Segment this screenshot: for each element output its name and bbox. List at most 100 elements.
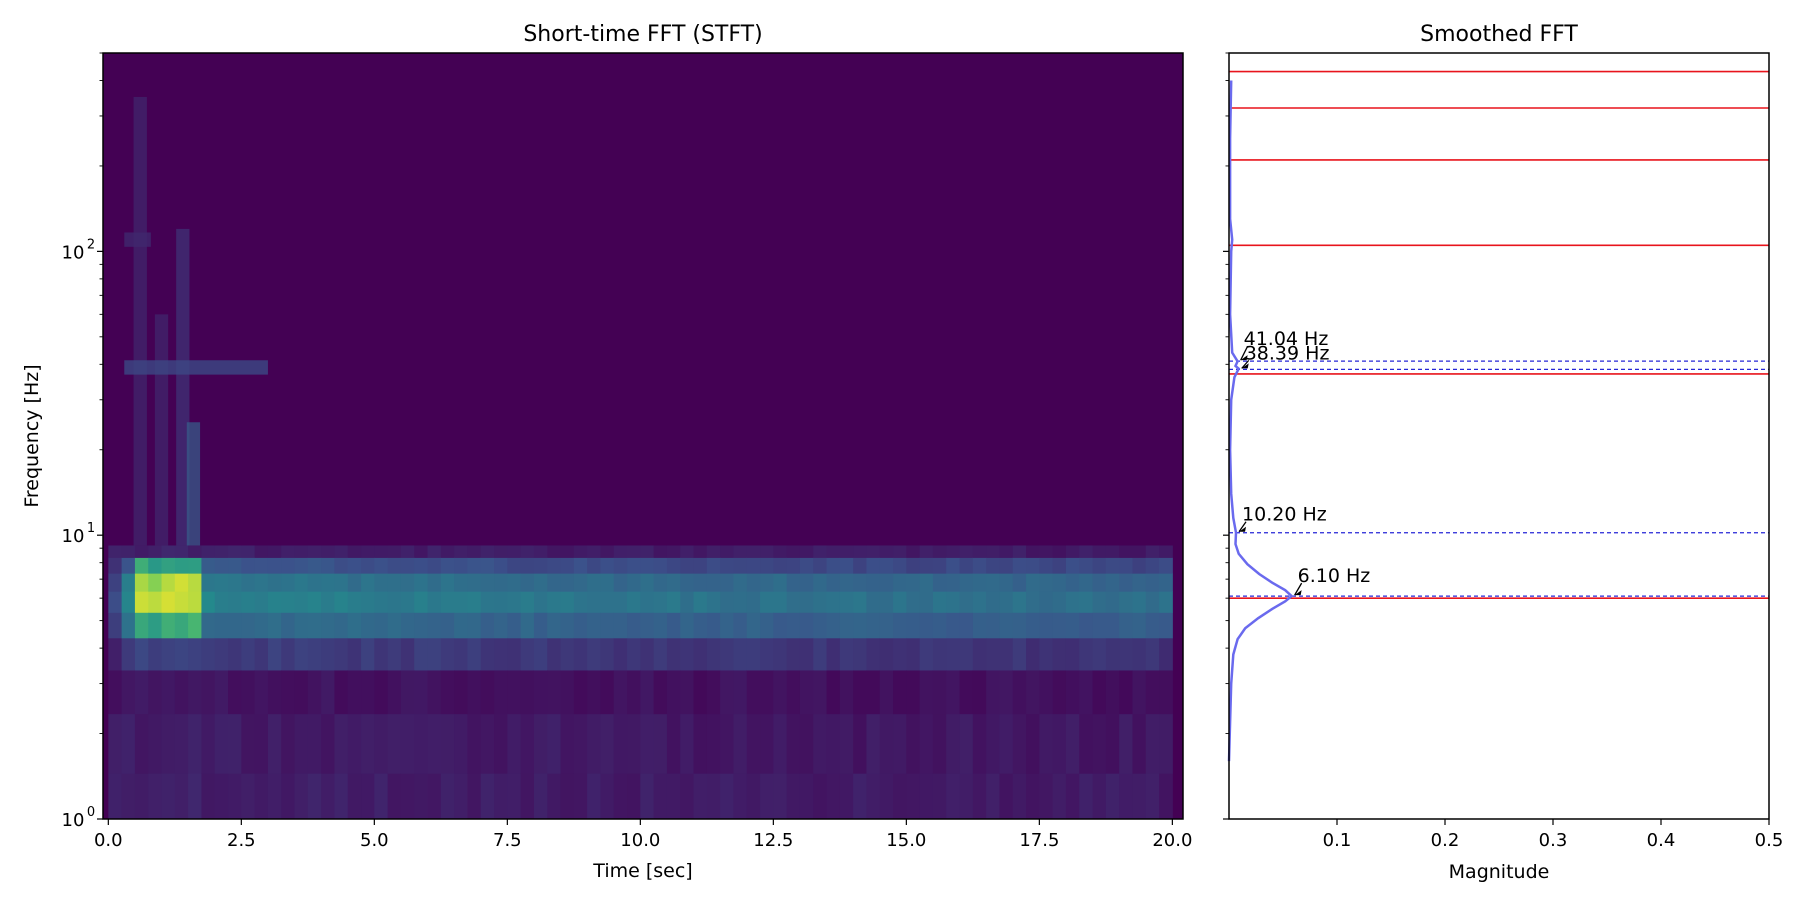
stft-cell <box>228 612 242 639</box>
stft-cell <box>773 545 788 558</box>
stft-cell <box>866 612 881 639</box>
stft-cell <box>1052 545 1067 558</box>
stft-cell <box>374 669 389 715</box>
stft-cell <box>906 557 921 574</box>
stft-cell <box>972 637 987 671</box>
stft-cell <box>494 591 508 613</box>
stft-cell <box>893 545 907 558</box>
stft-cell <box>1159 557 1173 574</box>
stft-cell <box>400 637 415 671</box>
stft-cell <box>1052 713 1067 774</box>
stft-cell <box>533 557 548 574</box>
stft-plot: Short-time FFT (STFT) 0.0 2.5 5.0 7.5 10.0 12… <box>21 22 1192 882</box>
stft-cell <box>839 612 854 639</box>
stft-cell <box>693 612 708 639</box>
stft-cell <box>241 713 256 774</box>
stft-cell <box>334 773 349 820</box>
stft-cell <box>533 669 548 715</box>
stft-cell <box>467 557 482 574</box>
fft-reference-lines <box>1229 70 1769 599</box>
stft-cell <box>813 557 828 574</box>
stft-cell <box>706 573 721 592</box>
stft-cell <box>387 573 402 592</box>
stft-cell <box>627 612 641 639</box>
stft-cell <box>161 669 176 715</box>
stft-transient <box>133 96 147 546</box>
stft-cell <box>507 713 522 774</box>
stft-cell <box>959 573 974 592</box>
stft-cell <box>640 773 655 820</box>
fft-annotation-arrowhead <box>1294 590 1302 596</box>
stft-cell <box>999 669 1014 715</box>
stft-cell <box>467 713 482 774</box>
stft-cell <box>1065 573 1080 592</box>
stft-cell <box>1159 713 1173 774</box>
stft-cell <box>1092 591 1107 613</box>
stft-cell <box>813 591 828 613</box>
stft-cell <box>906 591 921 613</box>
stft-cell <box>520 557 535 574</box>
stft-cell <box>533 573 548 592</box>
stft-cell <box>440 557 455 574</box>
stft-cell <box>307 557 322 574</box>
stft-cell <box>986 669 1000 715</box>
stft-cell <box>879 773 894 820</box>
stft-cell <box>826 573 841 592</box>
stft-cell <box>613 573 628 592</box>
stft-cell <box>786 545 801 558</box>
stft-cell <box>1052 573 1067 592</box>
stft-cell <box>706 591 721 613</box>
stft-cell <box>1039 713 1054 774</box>
stft-cell <box>799 591 814 613</box>
stft-cell <box>893 557 907 574</box>
stft-cell <box>866 573 881 592</box>
stft-cell <box>374 713 389 774</box>
stft-cell <box>361 637 375 671</box>
stft-cell <box>334 713 349 774</box>
stft-cell <box>627 773 641 820</box>
stft-cell <box>400 773 415 820</box>
stft-cell <box>720 669 734 715</box>
stft-cell <box>680 713 695 774</box>
stft-cell <box>214 773 229 820</box>
stft-cell <box>361 591 375 613</box>
stft-xtick-label: 0.0 <box>94 830 123 851</box>
stft-cell <box>773 591 788 613</box>
stft-cell <box>866 669 881 715</box>
stft-cell <box>627 545 641 558</box>
stft-cell <box>241 557 256 574</box>
stft-cell <box>853 713 867 774</box>
stft-cell <box>893 637 907 671</box>
stft-cell <box>1145 545 1160 558</box>
stft-cell <box>387 669 402 715</box>
stft-cell <box>826 545 841 558</box>
stft-cell <box>640 591 655 613</box>
stft-cell <box>321 557 335 574</box>
stft-cell <box>454 573 468 592</box>
stft-cell <box>866 591 881 613</box>
stft-cell <box>1052 669 1067 715</box>
stft-cell <box>946 557 961 574</box>
stft-cell <box>627 557 641 574</box>
stft-cell <box>760 591 774 613</box>
stft-cell <box>786 637 801 671</box>
stft-cell <box>334 637 349 671</box>
stft-cell <box>813 637 828 671</box>
stft-cell <box>267 669 282 715</box>
stft-cell <box>932 669 947 715</box>
stft-cell <box>281 545 296 558</box>
stft-cell <box>853 669 867 715</box>
stft-cell <box>866 773 881 820</box>
stft-cell <box>267 637 282 671</box>
stft-cell <box>680 557 695 574</box>
stft-cell <box>427 773 442 820</box>
stft-cell <box>108 713 123 774</box>
stft-cell <box>161 773 176 820</box>
stft-cell <box>400 591 415 613</box>
stft-cell <box>1132 573 1147 592</box>
stft-cell <box>613 545 628 558</box>
stft-cell <box>706 637 721 671</box>
stft-cell <box>786 612 801 639</box>
stft-cell <box>946 637 961 671</box>
stft-cell <box>720 591 734 613</box>
